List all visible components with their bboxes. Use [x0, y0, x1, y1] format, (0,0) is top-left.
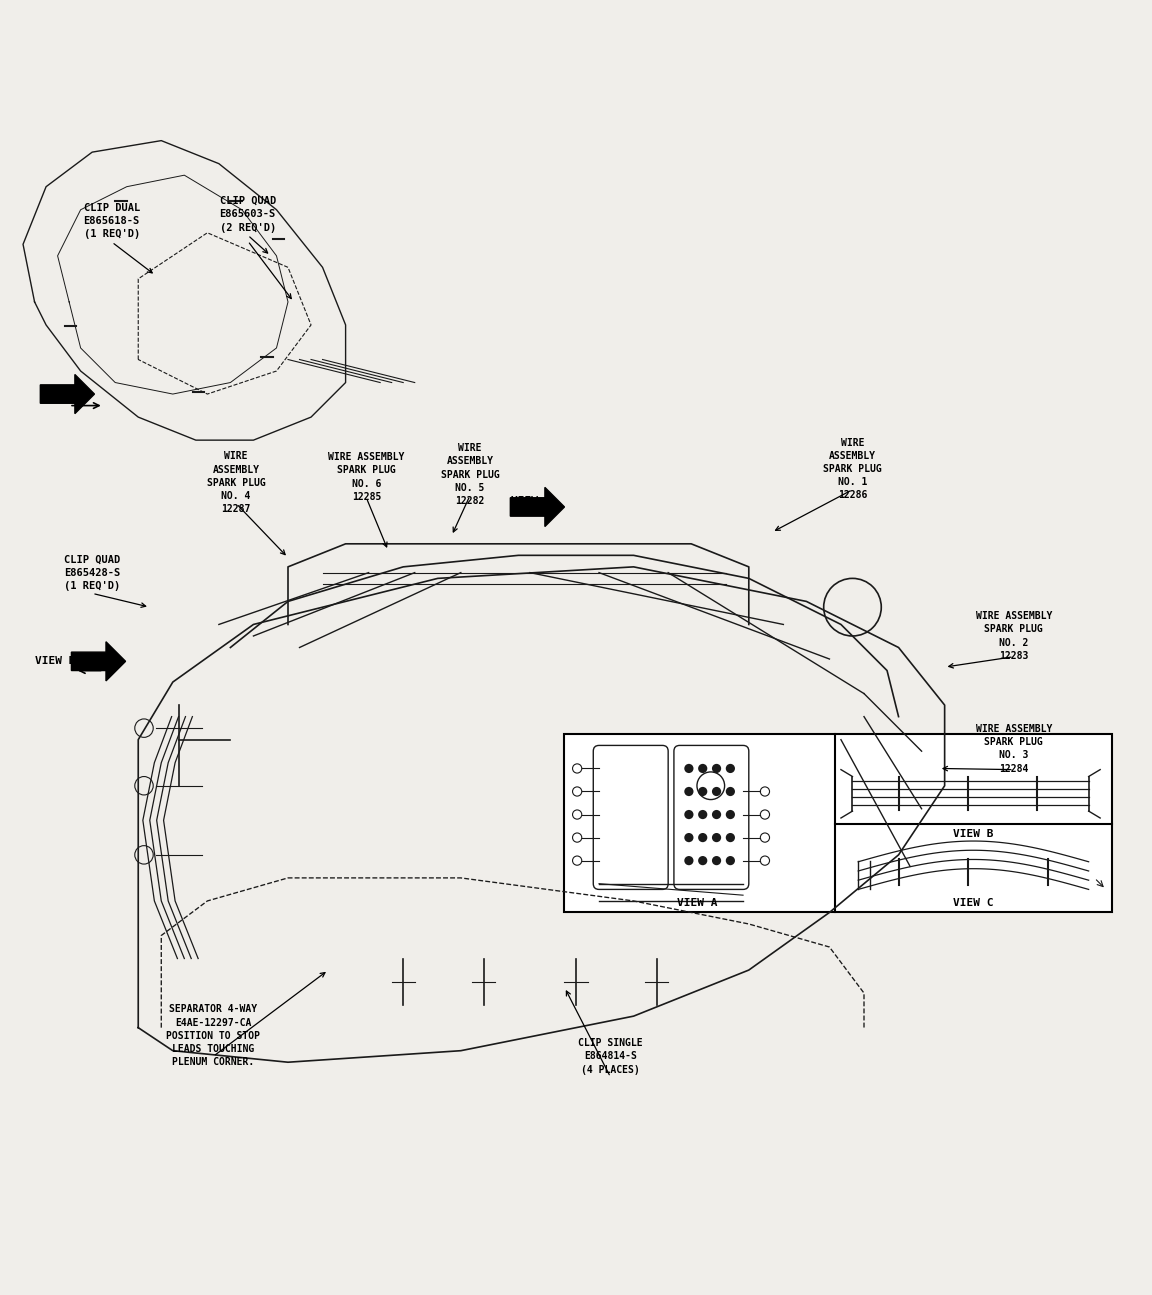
Circle shape [712, 856, 721, 865]
Text: WIRE ASSEMBLY
SPARK PLUG
NO. 3
12284: WIRE ASSEMBLY SPARK PLUG NO. 3 12284 [976, 724, 1052, 773]
Circle shape [698, 809, 707, 820]
Circle shape [684, 833, 694, 842]
Text: CLIP QUAD
E865603-S
(2 REQ'D): CLIP QUAD E865603-S (2 REQ'D) [220, 196, 275, 233]
Circle shape [684, 856, 694, 865]
Text: WIRE
ASSEMBLY
SPARK PLUG
NO. 4
12287: WIRE ASSEMBLY SPARK PLUG NO. 4 12287 [207, 452, 265, 514]
Circle shape [712, 809, 721, 820]
Text: WIRE
ASSEMBLY
SPARK PLUG
NO. 5
12282: WIRE ASSEMBLY SPARK PLUG NO. 5 12282 [441, 443, 499, 506]
Circle shape [726, 787, 735, 796]
Text: VIEW A: VIEW A [510, 496, 552, 506]
Circle shape [698, 833, 707, 842]
FancyBboxPatch shape [674, 746, 749, 890]
Polygon shape [510, 487, 564, 527]
Text: VIEW B: VIEW B [35, 657, 76, 667]
Text: SEPARATOR 4-WAY
E4AE-12297-CA
POSITION TO STOP
LEADS TOUCHING
PLENUM CORNER.: SEPARATOR 4-WAY E4AE-12297-CA POSITION T… [166, 1005, 260, 1067]
Circle shape [712, 833, 721, 842]
Polygon shape [71, 642, 126, 681]
Text: WIRE ASSEMBLY
SPARK PLUG
NO. 2
12283: WIRE ASSEMBLY SPARK PLUG NO. 2 12283 [976, 611, 1052, 660]
Circle shape [684, 787, 694, 796]
Circle shape [726, 764, 735, 773]
Text: CLIP QUAD
E865428-S
(1 REQ'D): CLIP QUAD E865428-S (1 REQ'D) [65, 554, 120, 591]
Text: VIEW A: VIEW A [676, 899, 718, 908]
Text: CLIP DUAL
E865618-S
(1 REQ'D): CLIP DUAL E865618-S (1 REQ'D) [84, 203, 139, 240]
Circle shape [698, 856, 707, 865]
Circle shape [712, 787, 721, 796]
Text: CLIP SINGLE
E864814-S
(4 PLACES): CLIP SINGLE E864814-S (4 PLACES) [578, 1039, 643, 1075]
Circle shape [684, 809, 694, 820]
Circle shape [698, 764, 707, 773]
Circle shape [684, 764, 694, 773]
Circle shape [726, 833, 735, 842]
Text: VIEW B: VIEW B [953, 829, 994, 839]
Text: WIRE ASSEMBLY
SPARK PLUG
NO. 6
12285: WIRE ASSEMBLY SPARK PLUG NO. 6 12285 [328, 452, 404, 501]
Circle shape [698, 787, 707, 796]
Text: VIEW C: VIEW C [953, 899, 994, 908]
Circle shape [726, 856, 735, 865]
FancyBboxPatch shape [564, 734, 1112, 913]
Circle shape [726, 809, 735, 820]
Text: WIRE
ASSEMBLY
SPARK PLUG
NO. 1
12286: WIRE ASSEMBLY SPARK PLUG NO. 1 12286 [824, 438, 881, 500]
FancyBboxPatch shape [593, 746, 668, 890]
Circle shape [712, 764, 721, 773]
Polygon shape [40, 374, 94, 413]
